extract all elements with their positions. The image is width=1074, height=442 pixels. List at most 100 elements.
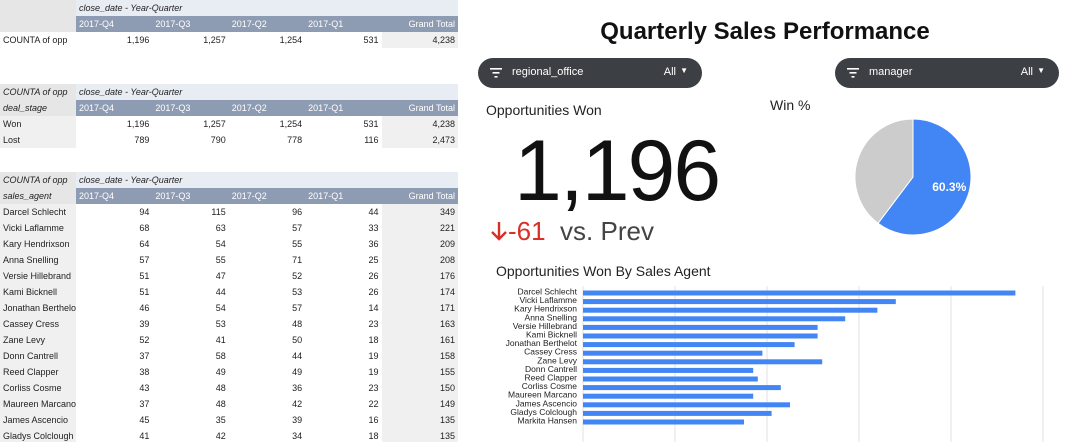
row-label: Darcel Schlecht (0, 204, 76, 220)
table-cell: 26 (368, 271, 379, 281)
table-cell: 35 (215, 415, 226, 425)
table-cell: 63 (215, 223, 226, 233)
table-row: Kary Hendrixson 64 54 55 36 209 (0, 236, 458, 252)
dashboard-panel: Quarterly Sales Performance regional_off… (470, 0, 1074, 442)
row-label: Jonathan Berthelot (0, 300, 76, 316)
table-cell: 52 (292, 271, 303, 281)
table-row: Jonathan Berthelot 46 54 57 14 171 (0, 300, 458, 316)
table-cell: 58 (215, 351, 226, 361)
table-row: Kami Bicknell 51 44 53 26 174 (0, 284, 458, 300)
filter-icon (847, 68, 859, 78)
bar (583, 410, 772, 416)
table-cell: 39 (292, 415, 303, 425)
table-cell: 44 (292, 351, 303, 361)
table-cell: 149 (381, 396, 458, 412)
table-cell: 18 (368, 431, 379, 441)
table-cell: 171 (381, 300, 458, 316)
table-row: Maureen Marcano 37 48 42 22 149 (0, 396, 458, 412)
delta-suffix: vs. Prev (560, 216, 654, 246)
table-cell: 34 (292, 431, 303, 441)
filter-name: manager (869, 66, 913, 78)
row-label: Kary Hendrixson (0, 236, 76, 252)
table-cell: 36 (368, 239, 379, 249)
table-cell: 23 (368, 319, 379, 329)
table-cell: 16 (368, 415, 379, 425)
pivot-table-total: close_date - Year-Quarter 2017-Q4 2017-Q… (0, 0, 458, 48)
pivot-header-field-row: close_date - Year-Quarter (0, 0, 458, 16)
table-cell: 1,196 (126, 119, 150, 129)
pivot-table-deal-stage: COUNTA of opp close_date - Year-Quarter … (0, 84, 458, 148)
table-cell: 221 (381, 220, 458, 236)
table-cell: 23 (368, 383, 379, 393)
pie-slice (854, 118, 914, 224)
category-label: Reed Clapper (525, 373, 578, 383)
table-cell: 54 (215, 239, 226, 249)
table-cell: 57 (292, 303, 303, 313)
grand-total-header: Grand Total (381, 16, 458, 32)
table-cell: 41 (215, 335, 226, 345)
table-cell: 155 (381, 364, 458, 380)
category-label: James Ascencio (516, 398, 578, 408)
table-cell: 531 (363, 119, 379, 129)
metric-label: COUNTA of opp (0, 172, 76, 188)
bar-chart-title: Opportunities Won By Sales Agent (496, 263, 711, 279)
table-row: Zane Levy 52 41 50 18 161 (0, 332, 458, 348)
table-cell: 778 (287, 135, 303, 145)
table-cell: 96 (292, 207, 303, 217)
pivot-tables-panel: close_date - Year-Quarter 2017-Q4 2017-Q… (0, 0, 460, 442)
row-label: Maureen Marcano (0, 396, 76, 412)
table-cell: 116 (364, 135, 379, 145)
table-cell: 1,254 (279, 119, 303, 129)
category-label: Anna Snelling (525, 312, 578, 322)
table-cell: 150 (381, 380, 458, 396)
row-label: Donn Cantrell (0, 348, 76, 364)
category-label: Jonathan Berthelot (506, 338, 578, 348)
table-cell: 49 (215, 367, 226, 377)
table-cell: 57 (139, 255, 150, 265)
table-cell: 37 (139, 351, 150, 361)
table-row: Darcel Schlecht 94 115 96 44 349 (0, 204, 458, 220)
win-pct-label: Win % (770, 97, 811, 113)
row-label: Lost (0, 132, 76, 148)
bar (583, 299, 896, 305)
table-cell: 46 (139, 303, 150, 313)
table-row: Donn Cantrell 37 58 44 19 158 (0, 348, 458, 364)
category-label: Gladys Colclough (510, 407, 577, 417)
delta-value: -61 (508, 216, 546, 246)
quarter-header: 2017-Q3 (152, 16, 229, 32)
table-cell: 48 (292, 319, 303, 329)
category-label: Versie Hillebrand (513, 321, 578, 331)
table-row: Reed Clapper 38 49 49 19 155 (0, 364, 458, 380)
table-cell: 44 (215, 287, 226, 297)
row-label: Reed Clapper (0, 364, 76, 380)
table-row: Anna Snelling 57 55 71 25 208 (0, 252, 458, 268)
filter-manager[interactable]: manager All ▼ (835, 58, 1059, 88)
filter-regional-office[interactable]: regional_office All ▼ (478, 58, 702, 88)
category-label: Corliss Cosme (522, 381, 578, 391)
row-label: Versie Hillebrand (0, 268, 76, 284)
category-label: Kami Bicknell (526, 330, 577, 340)
pie-slice (877, 118, 972, 236)
table-cell: 49 (292, 367, 303, 377)
chevron-down-icon: ▼ (680, 66, 688, 75)
column-field-label: close_date - Year-Quarter (76, 84, 458, 100)
bar (583, 290, 1016, 296)
table-row: Lost 789 790 778 116 2,473 (0, 132, 458, 148)
win-pct-pie-chart: 60.3% (854, 118, 972, 236)
table-row: Vicki Laflamme 68 63 57 33 221 (0, 220, 458, 236)
scorecard-value: 1,196 (514, 123, 721, 219)
filter-value: All (1020, 66, 1033, 78)
table-cell: 52 (139, 335, 150, 345)
table-row: James Ascencio 45 35 39 16 135 (0, 412, 458, 428)
row-label: Won (0, 116, 76, 132)
bar (583, 402, 790, 408)
table-cell: 25 (368, 255, 379, 265)
table-row: Cassey Cress 39 53 48 23 163 (0, 316, 458, 332)
table-cell: 38 (139, 367, 150, 377)
table-cell: 47 (215, 271, 226, 281)
table-cell: 158 (381, 348, 458, 364)
table-cell: 42 (215, 431, 226, 441)
table-cell: 55 (292, 239, 303, 249)
scorecard-label: Opportunities Won (486, 102, 602, 118)
